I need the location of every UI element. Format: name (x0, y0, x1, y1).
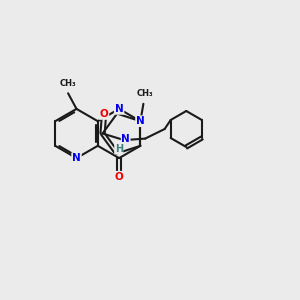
Text: N: N (136, 116, 145, 126)
Text: H: H (115, 144, 123, 154)
Text: N: N (115, 104, 124, 114)
Text: CH₃: CH₃ (137, 89, 154, 98)
Text: N: N (121, 134, 130, 144)
Text: O: O (115, 172, 124, 182)
Text: CH₃: CH₃ (60, 79, 76, 88)
Text: O: O (100, 109, 108, 119)
Text: N: N (72, 153, 81, 163)
